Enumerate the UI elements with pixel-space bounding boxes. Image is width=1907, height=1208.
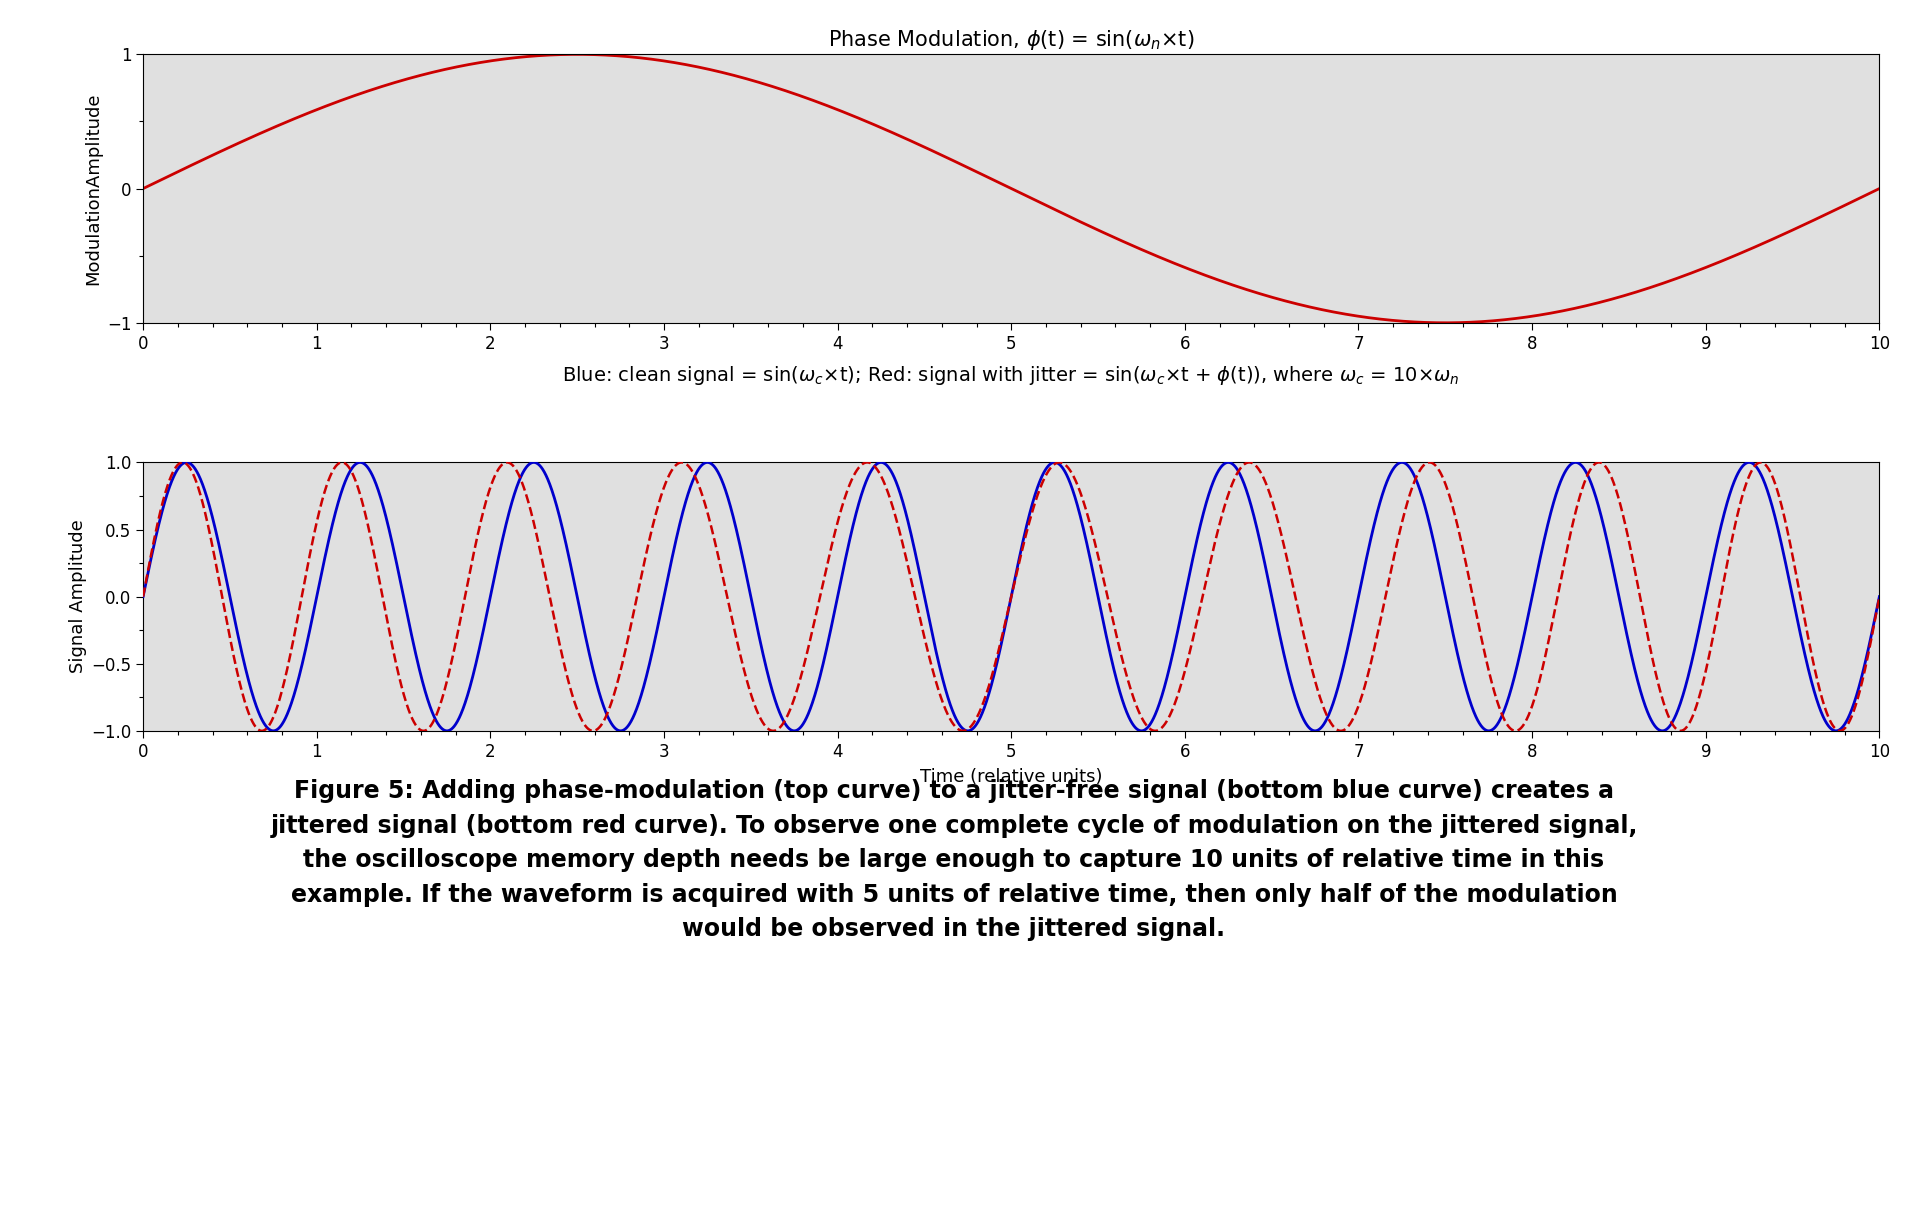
Text: Figure 5: Adding phase-modulation (top curve) to a jitter-free signal (bottom bl: Figure 5: Adding phase-modulation (top c… [271, 779, 1636, 941]
Y-axis label: ModulationAmplitude: ModulationAmplitude [84, 92, 103, 285]
X-axis label: Time (relative units): Time (relative units) [919, 767, 1102, 785]
Title: Phase Modulation, $\phi$(t) = sin($\omega_n$$\times$t): Phase Modulation, $\phi$(t) = sin($\omeg… [828, 28, 1194, 52]
Y-axis label: Signal Amplitude: Signal Amplitude [69, 519, 88, 674]
X-axis label: Blue: clean signal = sin($\omega_c$$\times$t); Red: signal with jitter = sin($\o: Blue: clean signal = sin($\omega_c$$\tim… [563, 364, 1459, 387]
